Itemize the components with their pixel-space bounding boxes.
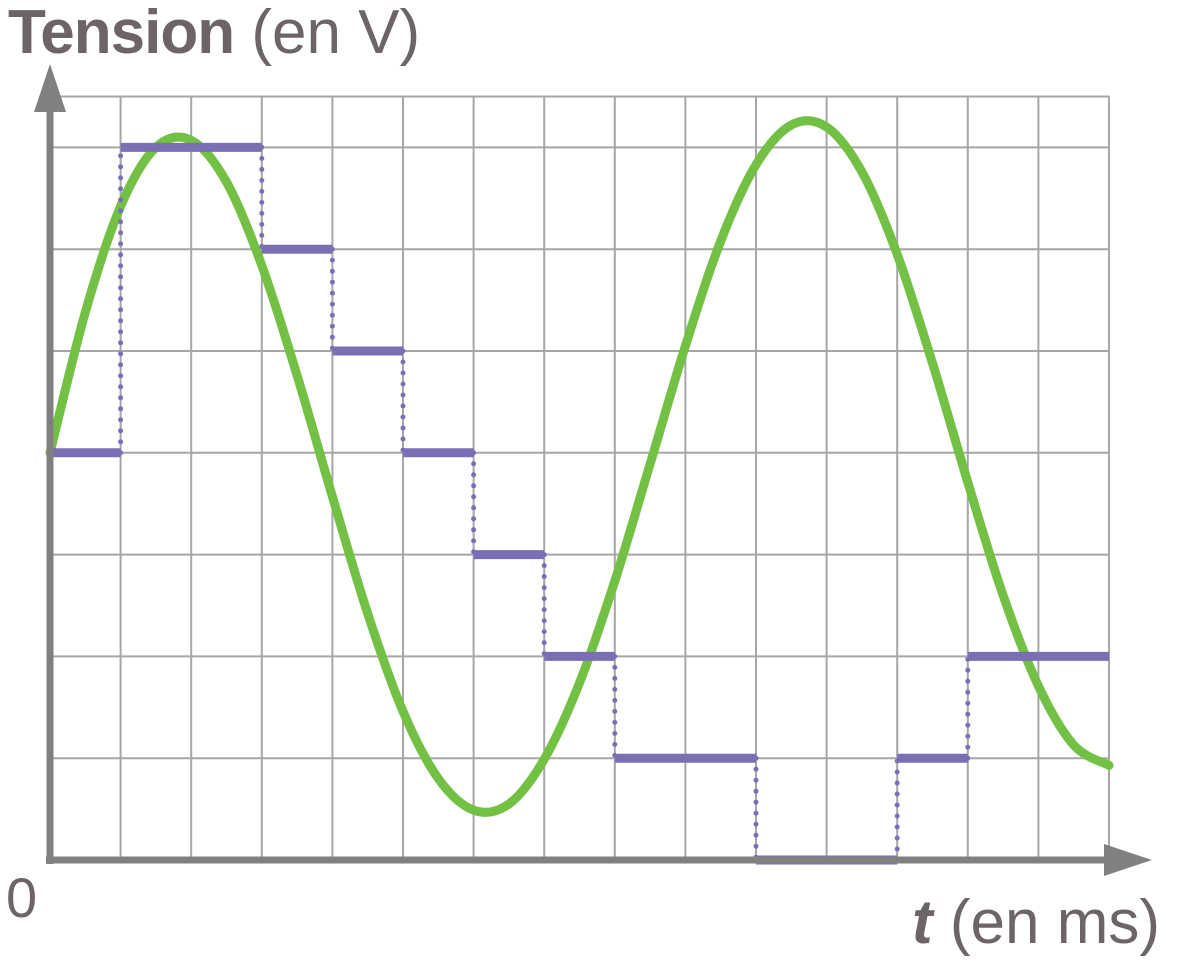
y-axis-unit: (en V) (251, 0, 421, 67)
origin-label: 0 (6, 866, 38, 929)
y-axis-arrow (34, 64, 66, 112)
x-axis-label: t (en ms) (912, 888, 1160, 958)
curve-layer (45, 116, 1114, 817)
x-axis-variable: t (911, 888, 933, 957)
axes (34, 64, 1152, 876)
y-axis-label: Tension (en V) (8, 0, 420, 66)
signal-curve (45, 116, 1114, 817)
steps-layer (50, 142, 1109, 865)
y-axis-title: Tension (8, 0, 235, 67)
x-axis-arrow (1104, 844, 1152, 876)
grid (50, 95, 1110, 860)
x-axis-unit: (en ms) (949, 888, 1160, 957)
